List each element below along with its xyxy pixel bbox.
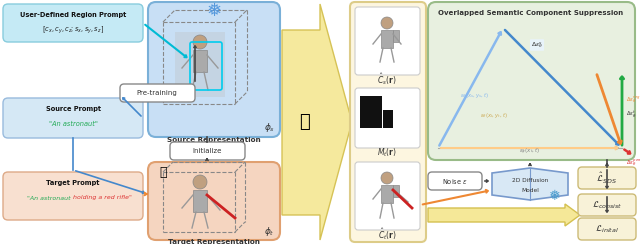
- FancyBboxPatch shape: [3, 172, 143, 220]
- Text: $\hat{C}_s(\mathbf{r})$: $\hat{C}_s(\mathbf{r})$: [377, 71, 397, 87]
- Circle shape: [193, 175, 207, 189]
- Text: $\hat{\mathcal{L}}_{SDS}$: $\hat{\mathcal{L}}_{SDS}$: [596, 171, 618, 186]
- Text: 📷: 📷: [300, 113, 310, 131]
- Bar: [381, 185, 393, 203]
- Text: $\mathcal{L}_{inital}$: $\mathcal{L}_{inital}$: [595, 223, 619, 235]
- Text: $\Delta\epsilon_\theta^{reg}$: $\Delta\epsilon_\theta^{reg}$: [626, 94, 640, 105]
- Text: $\Delta\epsilon_\theta^{percep}$: $\Delta\epsilon_\theta^{percep}$: [626, 158, 640, 168]
- FancyBboxPatch shape: [120, 84, 195, 102]
- Bar: [175, 32, 225, 97]
- Text: ❅: ❅: [207, 2, 221, 20]
- Text: Source Prompt: Source Prompt: [45, 106, 100, 112]
- Text: Target Prompt: Target Prompt: [46, 180, 100, 186]
- Polygon shape: [428, 204, 580, 226]
- FancyBboxPatch shape: [148, 2, 280, 137]
- Text: "An astronaut": "An astronaut": [49, 121, 97, 127]
- Text: Overlapped Semantic Component Suppression: Overlapped Semantic Component Suppressio…: [438, 10, 623, 16]
- FancyBboxPatch shape: [355, 88, 420, 148]
- FancyBboxPatch shape: [170, 142, 245, 160]
- Text: "An astronaut: "An astronaut: [28, 195, 73, 201]
- Text: Initialize: Initialize: [192, 148, 221, 154]
- Text: $M_t(\mathbf{r})$: $M_t(\mathbf{r})$: [377, 147, 397, 159]
- Bar: [360, 96, 382, 128]
- FancyBboxPatch shape: [578, 167, 636, 189]
- Bar: [393, 185, 399, 197]
- FancyBboxPatch shape: [350, 2, 426, 242]
- Text: $\hat{C}_t(\mathbf{r})$: $\hat{C}_t(\mathbf{r})$: [378, 226, 396, 242]
- FancyBboxPatch shape: [3, 98, 143, 138]
- Text: $\epsilon_\theta(x_t, y_t, t)$: $\epsilon_\theta(x_t, y_t, t)$: [480, 111, 508, 120]
- Text: ❅: ❅: [549, 189, 561, 203]
- Text: Noise $\epsilon$: Noise $\epsilon$: [442, 176, 468, 185]
- Text: $[c_x, c_y, c_z; s_x, s_y, s_z]$: $[c_x, c_y, c_z; s_x, s_y, s_z]$: [42, 24, 104, 36]
- Text: Source Representation: Source Representation: [167, 137, 261, 143]
- Circle shape: [193, 35, 207, 49]
- Polygon shape: [492, 168, 568, 200]
- Bar: [193, 190, 207, 212]
- FancyBboxPatch shape: [355, 162, 420, 230]
- Bar: [383, 110, 393, 128]
- Text: 2D Diffusion: 2D Diffusion: [512, 179, 548, 183]
- Text: $\epsilon_\theta(x_s, y_s, t)$: $\epsilon_\theta(x_s, y_s, t)$: [460, 91, 489, 100]
- Text: holding a red rifle": holding a red rifle": [73, 195, 132, 201]
- Bar: [393, 30, 399, 42]
- Bar: [381, 30, 393, 48]
- Circle shape: [381, 172, 393, 184]
- FancyBboxPatch shape: [355, 7, 420, 75]
- FancyBboxPatch shape: [578, 218, 636, 240]
- Text: $\phi_t$: $\phi_t$: [264, 225, 275, 238]
- Text: $\phi_s$: $\phi_s$: [264, 122, 275, 134]
- FancyBboxPatch shape: [148, 162, 280, 240]
- Bar: [193, 50, 207, 72]
- FancyBboxPatch shape: [3, 4, 143, 42]
- Text: Pre-training: Pre-training: [136, 90, 177, 96]
- Text: 🔥: 🔥: [159, 165, 167, 179]
- Text: Model: Model: [521, 187, 539, 193]
- Circle shape: [381, 17, 393, 29]
- Text: Target Representation: Target Representation: [168, 239, 260, 244]
- FancyBboxPatch shape: [428, 2, 635, 160]
- Text: $\mathcal{L}_{consist}$: $\mathcal{L}_{consist}$: [591, 199, 622, 211]
- FancyBboxPatch shape: [578, 194, 636, 216]
- Text: User-Defined Region Prompt: User-Defined Region Prompt: [20, 12, 126, 18]
- Text: $\Delta\epsilon_\theta^s$: $\Delta\epsilon_\theta^s$: [531, 40, 543, 50]
- Text: $\Delta\epsilon_\theta^t$: $\Delta\epsilon_\theta^t$: [626, 110, 637, 120]
- FancyBboxPatch shape: [428, 172, 482, 190]
- Polygon shape: [282, 4, 352, 240]
- Text: $\epsilon_\phi(x_t, t)$: $\epsilon_\phi(x_t, t)$: [519, 147, 541, 157]
